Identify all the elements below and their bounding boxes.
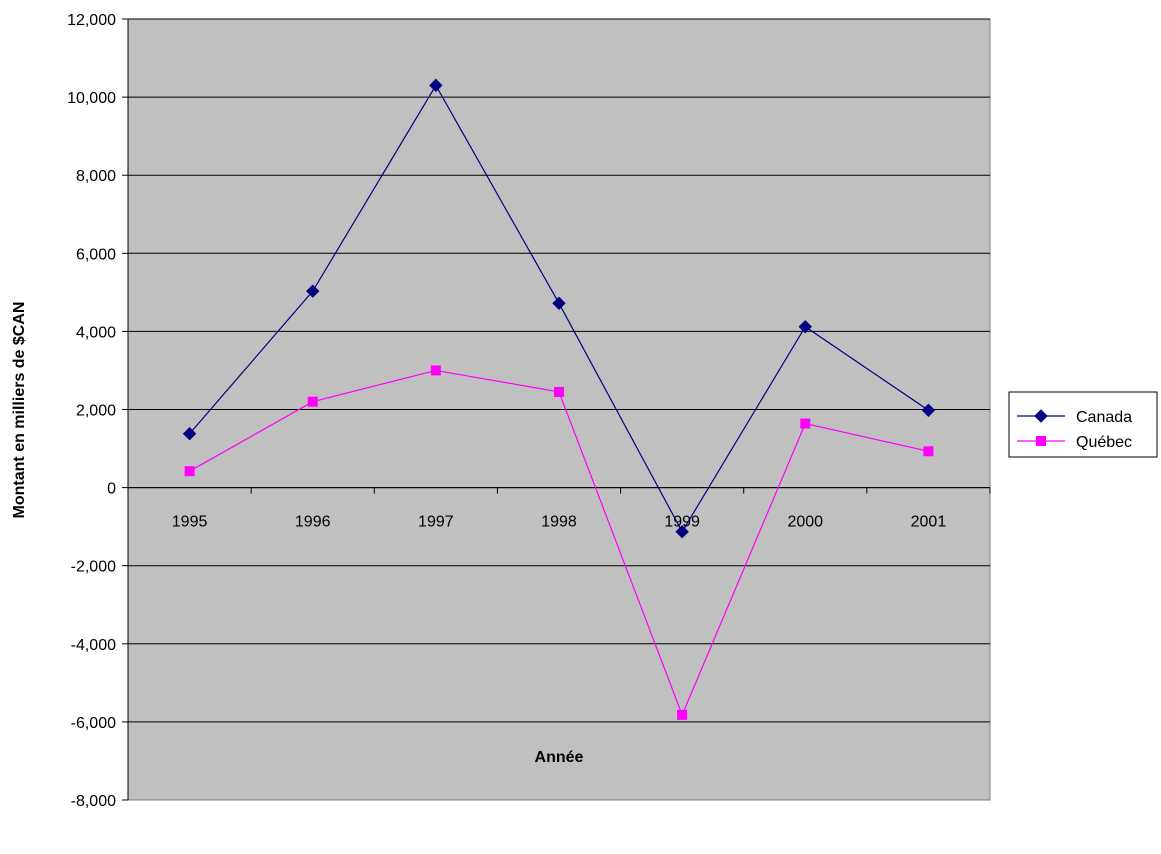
data-point (182, 427, 197, 441)
data-point (798, 320, 812, 334)
data-point (552, 296, 566, 310)
y-tick-label: -6,000 (71, 715, 116, 732)
y-tick-label: 6,000 (76, 246, 116, 263)
y-tick-label: -2,000 (71, 559, 116, 576)
x-tick-label: 2001 (911, 514, 947, 531)
y-tick-label: 0 (107, 481, 116, 498)
y-tick-label: 10,000 (67, 90, 116, 107)
y-tick-label: 2,000 (76, 403, 116, 420)
x-axis-title: Année (535, 749, 584, 766)
legend-box (1008, 391, 1158, 458)
legend-label: Canada (1076, 409, 1132, 426)
series-layer (182, 78, 936, 720)
legend-marker (1036, 436, 1046, 446)
data-point (429, 78, 443, 93)
x-tick-label: 1998 (541, 514, 577, 531)
data-point (184, 466, 195, 477)
data-point (306, 284, 320, 298)
y-tick-label: 12,000 (67, 12, 116, 29)
legend: Canada Québec (1008, 391, 1158, 458)
x-axis: 1995 1996 1997 1998 1999 2000 2001 (127, 487, 991, 531)
series-1 (182, 78, 936, 539)
data-point (921, 403, 936, 417)
x-tick-label: 1995 (172, 514, 208, 531)
data-point (430, 365, 441, 376)
y-tick-label: 8,000 (76, 168, 116, 185)
series-2 (184, 365, 934, 720)
y-tick-label: -4,000 (71, 637, 116, 654)
data-point (675, 525, 689, 539)
x-tick-label: 2000 (787, 514, 823, 531)
x-tick-label: 1996 (295, 514, 331, 531)
data-point (923, 446, 934, 457)
legend-label: Québec (1076, 434, 1132, 451)
legend-marker (1034, 409, 1048, 423)
y-tick-label: 4,000 (76, 324, 116, 341)
data-point (800, 418, 811, 429)
data-point (307, 396, 318, 407)
data-point (677, 709, 688, 720)
y-axis-title: Montant en milliers de $CAN (11, 302, 28, 519)
data-point (554, 386, 564, 397)
y-tick-label: -8,000 (71, 793, 116, 810)
y-axis: 12,000 10,000 8,000 6,000 4,000 2,000 0 -2,000 -… (67, 12, 129, 810)
x-tick-label: 1997 (418, 514, 454, 531)
